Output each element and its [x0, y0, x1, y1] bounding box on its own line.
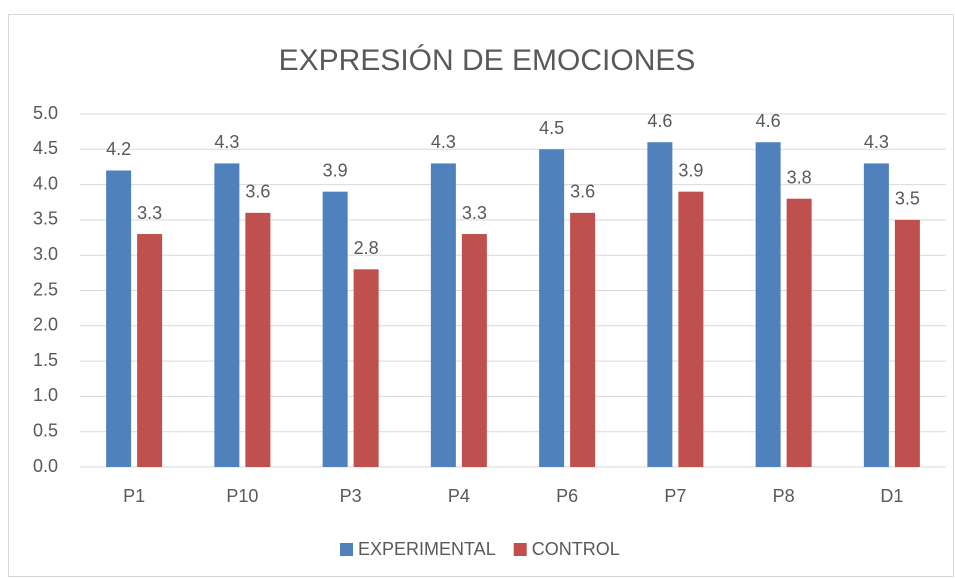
data-label: 3.8 [787, 167, 812, 187]
data-label: 4.2 [106, 139, 131, 159]
bar [647, 142, 673, 468]
y-tick-label: 3.5 [33, 209, 58, 229]
data-label: 4.6 [756, 111, 781, 131]
data-label: 4.3 [214, 132, 239, 152]
bar [106, 170, 132, 468]
x-tick-label: P8 [773, 486, 795, 506]
x-tick-label: P7 [664, 486, 686, 506]
y-tick-label: 1.5 [33, 350, 58, 370]
legend-label: CONTROL [532, 539, 620, 559]
x-tick-label: P6 [556, 486, 578, 506]
bar [678, 191, 704, 467]
y-tick-label: 2.5 [33, 279, 58, 299]
bar [894, 219, 920, 467]
legend-swatch [513, 543, 527, 556]
data-label: 4.6 [647, 111, 672, 131]
data-label: 4.3 [864, 132, 889, 152]
chart-title: EXPRESIÓN DE EMOCIONES [279, 44, 696, 77]
bar [461, 234, 487, 467]
bar [863, 163, 889, 468]
data-label: 2.8 [354, 238, 379, 258]
y-tick-label: 3.0 [33, 244, 58, 264]
y-tick-label: 5.0 [33, 103, 58, 123]
bar [137, 234, 163, 467]
data-label: 3.9 [323, 160, 348, 180]
bar [786, 198, 812, 467]
x-tick-label: P3 [340, 486, 362, 506]
legend-swatch [340, 543, 353, 556]
y-tick-label: 0.0 [33, 456, 58, 476]
bar [322, 191, 348, 467]
data-label: 3.5 [895, 189, 920, 209]
data-label: 4.3 [431, 132, 456, 152]
x-tick-label: P1 [123, 486, 145, 506]
x-tick-label: P10 [226, 486, 258, 506]
y-tick-label: 1.0 [33, 385, 58, 405]
bar [570, 212, 596, 467]
data-label: 3.3 [462, 203, 487, 223]
y-tick-label: 2.0 [33, 315, 58, 335]
y-tick-label: 4.0 [33, 173, 58, 193]
data-label: 4.5 [539, 118, 564, 138]
bar [245, 212, 271, 467]
data-label: 3.3 [137, 203, 162, 223]
y-tick-label: 4.5 [33, 138, 58, 158]
bar [214, 163, 240, 468]
x-tick-label: D1 [880, 486, 903, 506]
bar [539, 149, 565, 468]
x-tick-label: P4 [448, 486, 470, 506]
y-tick-label: 0.5 [33, 420, 58, 440]
bar [353, 269, 379, 467]
bar [755, 142, 781, 468]
bar [430, 163, 456, 468]
legend-label: EXPERIMENTAL [358, 539, 496, 559]
data-label: 3.9 [678, 160, 703, 180]
data-label: 3.6 [245, 182, 270, 202]
data-label: 3.6 [570, 182, 595, 202]
